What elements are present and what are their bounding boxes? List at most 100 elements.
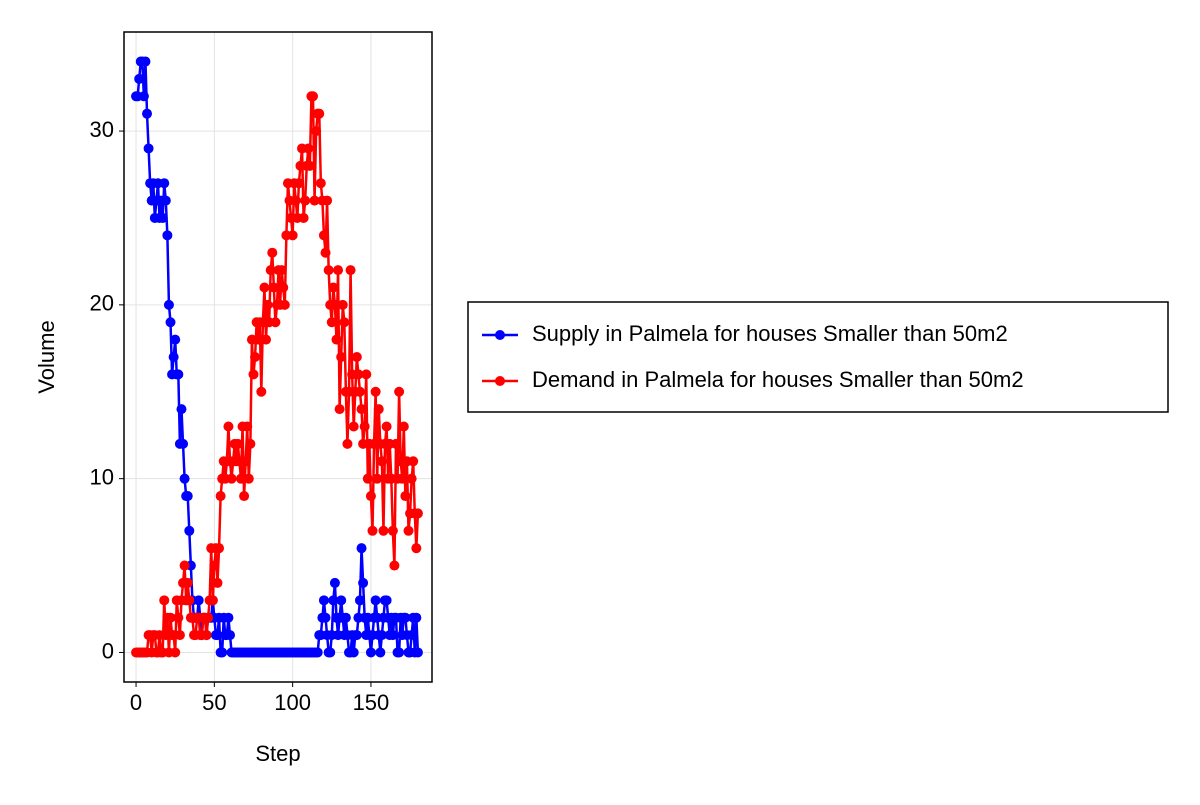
data-point [337,299,348,310]
data-point [373,404,384,415]
data-point [400,612,411,623]
data-point [394,647,405,658]
data-point [209,560,220,571]
data-point [311,126,322,137]
data-point [353,369,364,380]
data-point [372,473,383,484]
data-point [270,317,281,328]
data-point [356,404,367,415]
data-point [336,595,347,606]
data-point [173,369,184,380]
data-point [239,491,250,502]
data-point [320,247,331,258]
data-point [334,404,345,415]
data-point [242,421,253,432]
data-point [397,473,408,484]
data-point [212,577,223,588]
data-point [182,491,193,502]
data-point [314,108,325,119]
data-point [253,334,264,345]
legend-marker [495,376,505,386]
data-point [323,265,334,276]
data-point [279,299,290,310]
data-point [287,230,298,241]
x-tick-label: 150 [353,690,390,715]
data-point [207,595,218,606]
data-point [163,299,174,310]
data-point [408,456,419,467]
legend-label: Demand in Palmela for houses Smaller tha… [532,367,1024,392]
data-point [354,386,365,397]
data-point [354,595,365,606]
data-point [329,299,340,310]
data-point [328,595,339,606]
data-point [240,456,251,467]
legend-box [467,301,1169,413]
data-point [339,317,350,328]
data-point [157,212,168,223]
data-point [223,612,234,623]
data-point [389,560,400,571]
data-point [400,491,411,502]
data-point [278,282,289,293]
data-point [174,630,185,641]
data-point [411,543,422,554]
data-point [173,612,184,623]
data-point [223,421,234,432]
data-point [362,473,373,484]
data-point [336,352,347,362]
data-point [203,612,214,623]
data-point [358,577,369,588]
data-point [182,577,193,588]
data-point [235,473,246,484]
y-axis-label: Volume [34,320,59,393]
data-point [329,577,340,588]
data-point [309,195,320,206]
data-point [411,612,422,623]
data-point [322,195,333,206]
data-point [140,56,151,67]
data-point [159,595,170,606]
data-point [326,317,337,328]
data-point [165,317,176,328]
data-point [262,299,273,310]
data-point [328,282,339,293]
data-point [333,265,344,276]
data-point [359,421,370,432]
legend: Supply in Palmela for houses Smaller tha… [482,321,1024,392]
data-point [348,647,359,658]
x-tick-label: 0 [130,690,142,715]
data-point [351,352,362,362]
data-point [268,282,279,293]
data-point [342,438,353,449]
data-point [331,334,342,345]
data-point [248,369,259,380]
data-point [375,647,386,658]
x-axis-label: Step [255,741,300,766]
data-point [142,108,153,119]
data-point [367,525,378,536]
data-point [184,525,195,536]
data-point [312,647,323,658]
data-point [390,438,401,449]
data-point [138,91,149,102]
data-point [356,543,367,554]
data-point [361,369,372,380]
y-tick-label: 20 [90,291,114,316]
data-point [381,595,392,606]
data-point [215,491,226,502]
data-point [293,178,304,189]
data-point [170,647,181,658]
x-tick-label: 100 [274,690,311,715]
data-point [226,473,237,484]
data-point [412,508,423,519]
data-point [256,386,267,397]
data-point [398,421,409,432]
data-point [162,230,173,241]
data-point [320,612,331,623]
data-point [261,334,272,345]
data-point [381,421,392,432]
data-point [212,630,223,641]
plot-frame [123,31,433,683]
data-point [376,630,387,641]
